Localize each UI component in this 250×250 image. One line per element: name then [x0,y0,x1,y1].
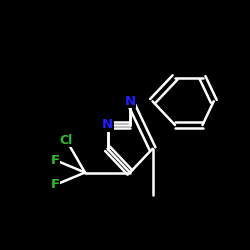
Text: N: N [124,95,136,108]
Text: F: F [50,178,59,192]
Text: N: N [102,118,113,132]
Text: F: F [50,154,59,166]
Text: Cl: Cl [60,134,73,146]
